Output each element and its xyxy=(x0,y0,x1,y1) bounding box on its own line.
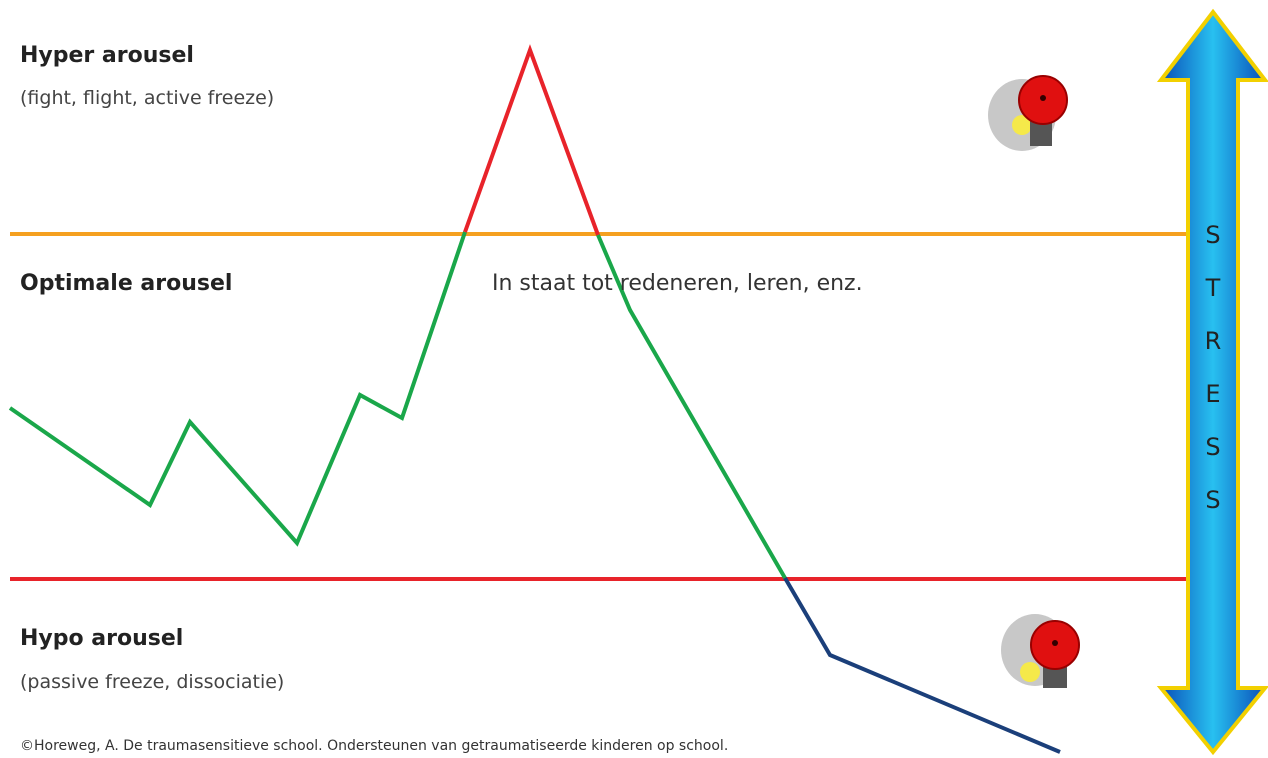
credit: ©Horeweg, A. De traumasensitieve school.… xyxy=(20,738,728,754)
stress-letter: S xyxy=(1205,221,1220,249)
zone-note: In staat tot redeneren, leren, enz. xyxy=(492,271,863,296)
arousal-line-hyper xyxy=(463,44,600,236)
stress-arrow xyxy=(1156,8,1268,756)
stress-letter: S xyxy=(1205,486,1220,514)
stress-letter: T xyxy=(1205,274,1221,302)
alarm-bell xyxy=(1001,614,1080,688)
arousal-line-optimal xyxy=(8,231,467,547)
zone-title: Hypo arousel xyxy=(20,626,183,651)
arousal-line-optimal xyxy=(596,234,787,580)
alarm-bell xyxy=(988,75,1068,151)
arousal-line-hypo xyxy=(783,576,1061,754)
stress-letter: S xyxy=(1205,433,1220,461)
stress-letter: E xyxy=(1205,380,1220,408)
zone-title: Optimale arousel xyxy=(20,271,232,296)
zone-subtitle: (passive freeze, dissociatie) xyxy=(20,671,284,693)
zone-subtitle: (fight, flight, active freeze) xyxy=(20,87,274,109)
zone-title: Hyper arousel xyxy=(20,43,194,68)
stress-letter: R xyxy=(1205,327,1222,355)
